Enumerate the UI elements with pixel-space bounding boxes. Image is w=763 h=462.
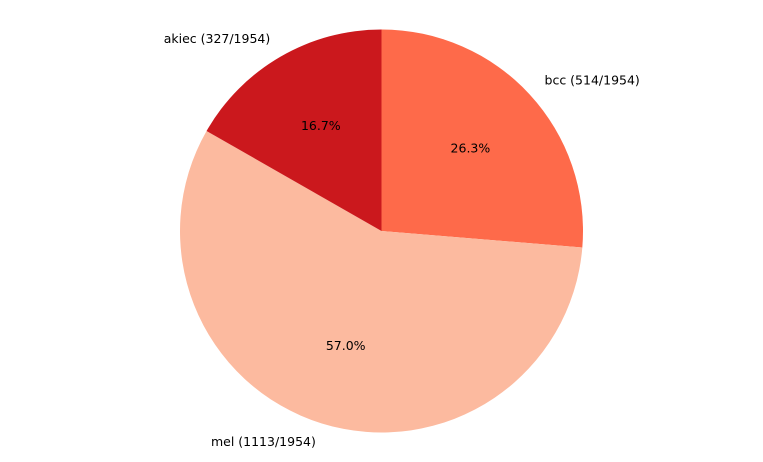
pie-category-label-0: bcc (514/1954): [545, 72, 640, 87]
pie-slice-0: [381, 29, 584, 248]
pie-slice-1: [179, 130, 583, 433]
pie-percent-label-2: 16.7%: [301, 118, 341, 133]
pie-percent-label-1: 57.0%: [326, 338, 366, 353]
pie-slices: [179, 29, 584, 433]
pie-slice-2: [206, 29, 382, 231]
pie-labels: 26.3% bcc (514/1954) 57.0% mel (1113/1954) 1…: [164, 31, 640, 449]
pie-percent-label-0: 26.3%: [451, 141, 491, 156]
pie-category-label-2: akiec (327/1954): [164, 31, 271, 46]
pie-category-label-1: mel (1113/1954): [211, 434, 316, 449]
